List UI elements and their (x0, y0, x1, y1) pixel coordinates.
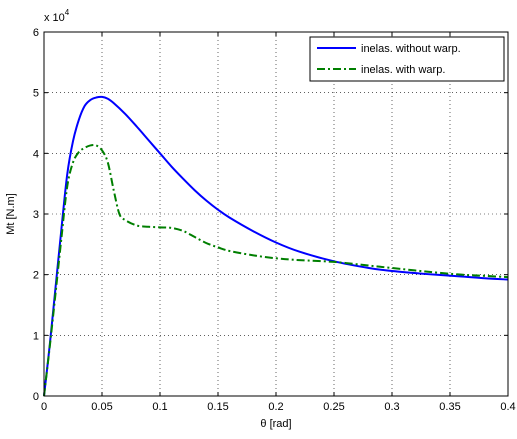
x-tick-label: 0.35 (439, 401, 460, 413)
x-tick-label: 0.3 (384, 401, 399, 413)
ticks (43, 31, 509, 397)
legend-box (309, 36, 505, 82)
legend: inelas. without warp. inelas. with warp. (309, 36, 505, 82)
y-tick-label: 1 (33, 330, 39, 342)
x-tick-label: 0.1 (152, 401, 167, 413)
series-group (43, 95, 509, 397)
y-multiplier-base: x 10 (44, 12, 65, 24)
legend-label-without-warp: inelas. without warp. (361, 43, 461, 55)
y-multiplier-label: x 104 (44, 8, 70, 24)
legend-label-with-warp: inelas. with warp. (361, 64, 445, 76)
x-tick-label: 0.15 (207, 401, 228, 413)
y-tick-label: 2 (33, 270, 39, 282)
y-tick-label: 5 (33, 88, 39, 100)
y-tick-label: 4 (33, 148, 39, 160)
y-multiplier-exponent: 4 (65, 8, 70, 17)
y-tick-labels: 0 1 2 3 4 5 6 (33, 27, 39, 403)
x-axis-label: θ [rad] (260, 418, 291, 430)
x-tick-labels: 0 0.05 0.1 0.15 0.2 0.25 0.3 0.35 0.4 (41, 401, 516, 413)
y-axis-label: Mt [N.m] (5, 193, 17, 235)
x-tick-label: 0 (41, 401, 47, 413)
x-tick-label: 0.05 (91, 401, 112, 413)
grid (44, 32, 508, 396)
x-tick-label: 0.2 (268, 401, 283, 413)
x-tick-label: 0.25 (323, 401, 344, 413)
x-tick-label: 0.4 (500, 401, 515, 413)
series-line-without-warp (43, 95, 509, 397)
y-tick-label: 6 (33, 27, 39, 39)
series-line-with-warp (43, 143, 509, 397)
y-tick-label: 0 (33, 391, 39, 403)
y-tick-label: 3 (33, 209, 39, 221)
